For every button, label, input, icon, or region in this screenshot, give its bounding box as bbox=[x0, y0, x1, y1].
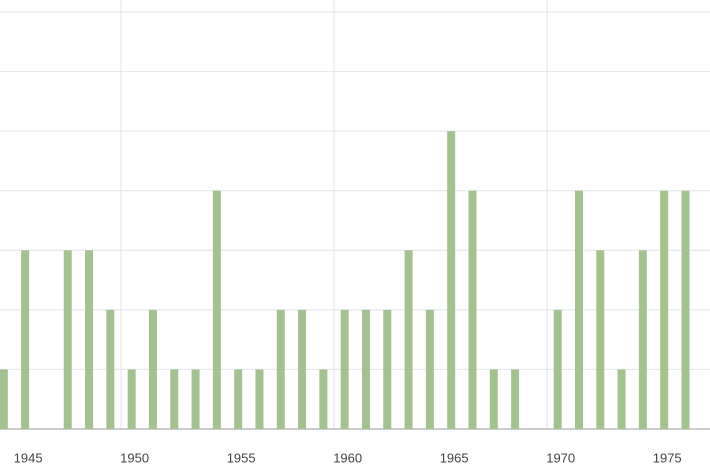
x-tick-label: 1970 bbox=[546, 450, 575, 465]
bar bbox=[596, 250, 605, 429]
x-tick-label: 1975 bbox=[653, 450, 682, 465]
x-tick-label: 1955 bbox=[227, 450, 256, 465]
bar bbox=[298, 309, 307, 429]
bar bbox=[127, 369, 136, 429]
bar bbox=[234, 369, 243, 429]
x-tick-label: 1945 bbox=[14, 450, 43, 465]
bar bbox=[255, 369, 264, 429]
bar bbox=[447, 131, 456, 429]
bar bbox=[489, 369, 498, 429]
bar bbox=[21, 250, 30, 429]
bar bbox=[511, 369, 520, 429]
bar bbox=[681, 190, 690, 429]
x-tick-label: 1960 bbox=[333, 450, 362, 465]
bar bbox=[63, 250, 72, 429]
bar bbox=[85, 250, 94, 429]
bar bbox=[170, 369, 179, 429]
bar bbox=[191, 369, 200, 429]
x-tick-label: 1965 bbox=[440, 450, 469, 465]
bar bbox=[574, 190, 583, 429]
bar bbox=[276, 309, 285, 429]
bar bbox=[340, 309, 349, 429]
bar bbox=[638, 250, 647, 429]
bar bbox=[0, 369, 8, 429]
bar bbox=[468, 190, 477, 429]
bar bbox=[553, 309, 562, 429]
bar bbox=[383, 309, 392, 429]
bar bbox=[617, 369, 626, 429]
bar bbox=[212, 190, 221, 429]
x-tick-label: 1950 bbox=[120, 450, 149, 465]
bar bbox=[361, 309, 370, 429]
bar bbox=[319, 369, 328, 429]
bar bbox=[425, 309, 434, 429]
bar bbox=[660, 190, 669, 429]
bar bbox=[148, 309, 157, 429]
bar bbox=[404, 250, 413, 429]
bar bbox=[106, 309, 115, 429]
